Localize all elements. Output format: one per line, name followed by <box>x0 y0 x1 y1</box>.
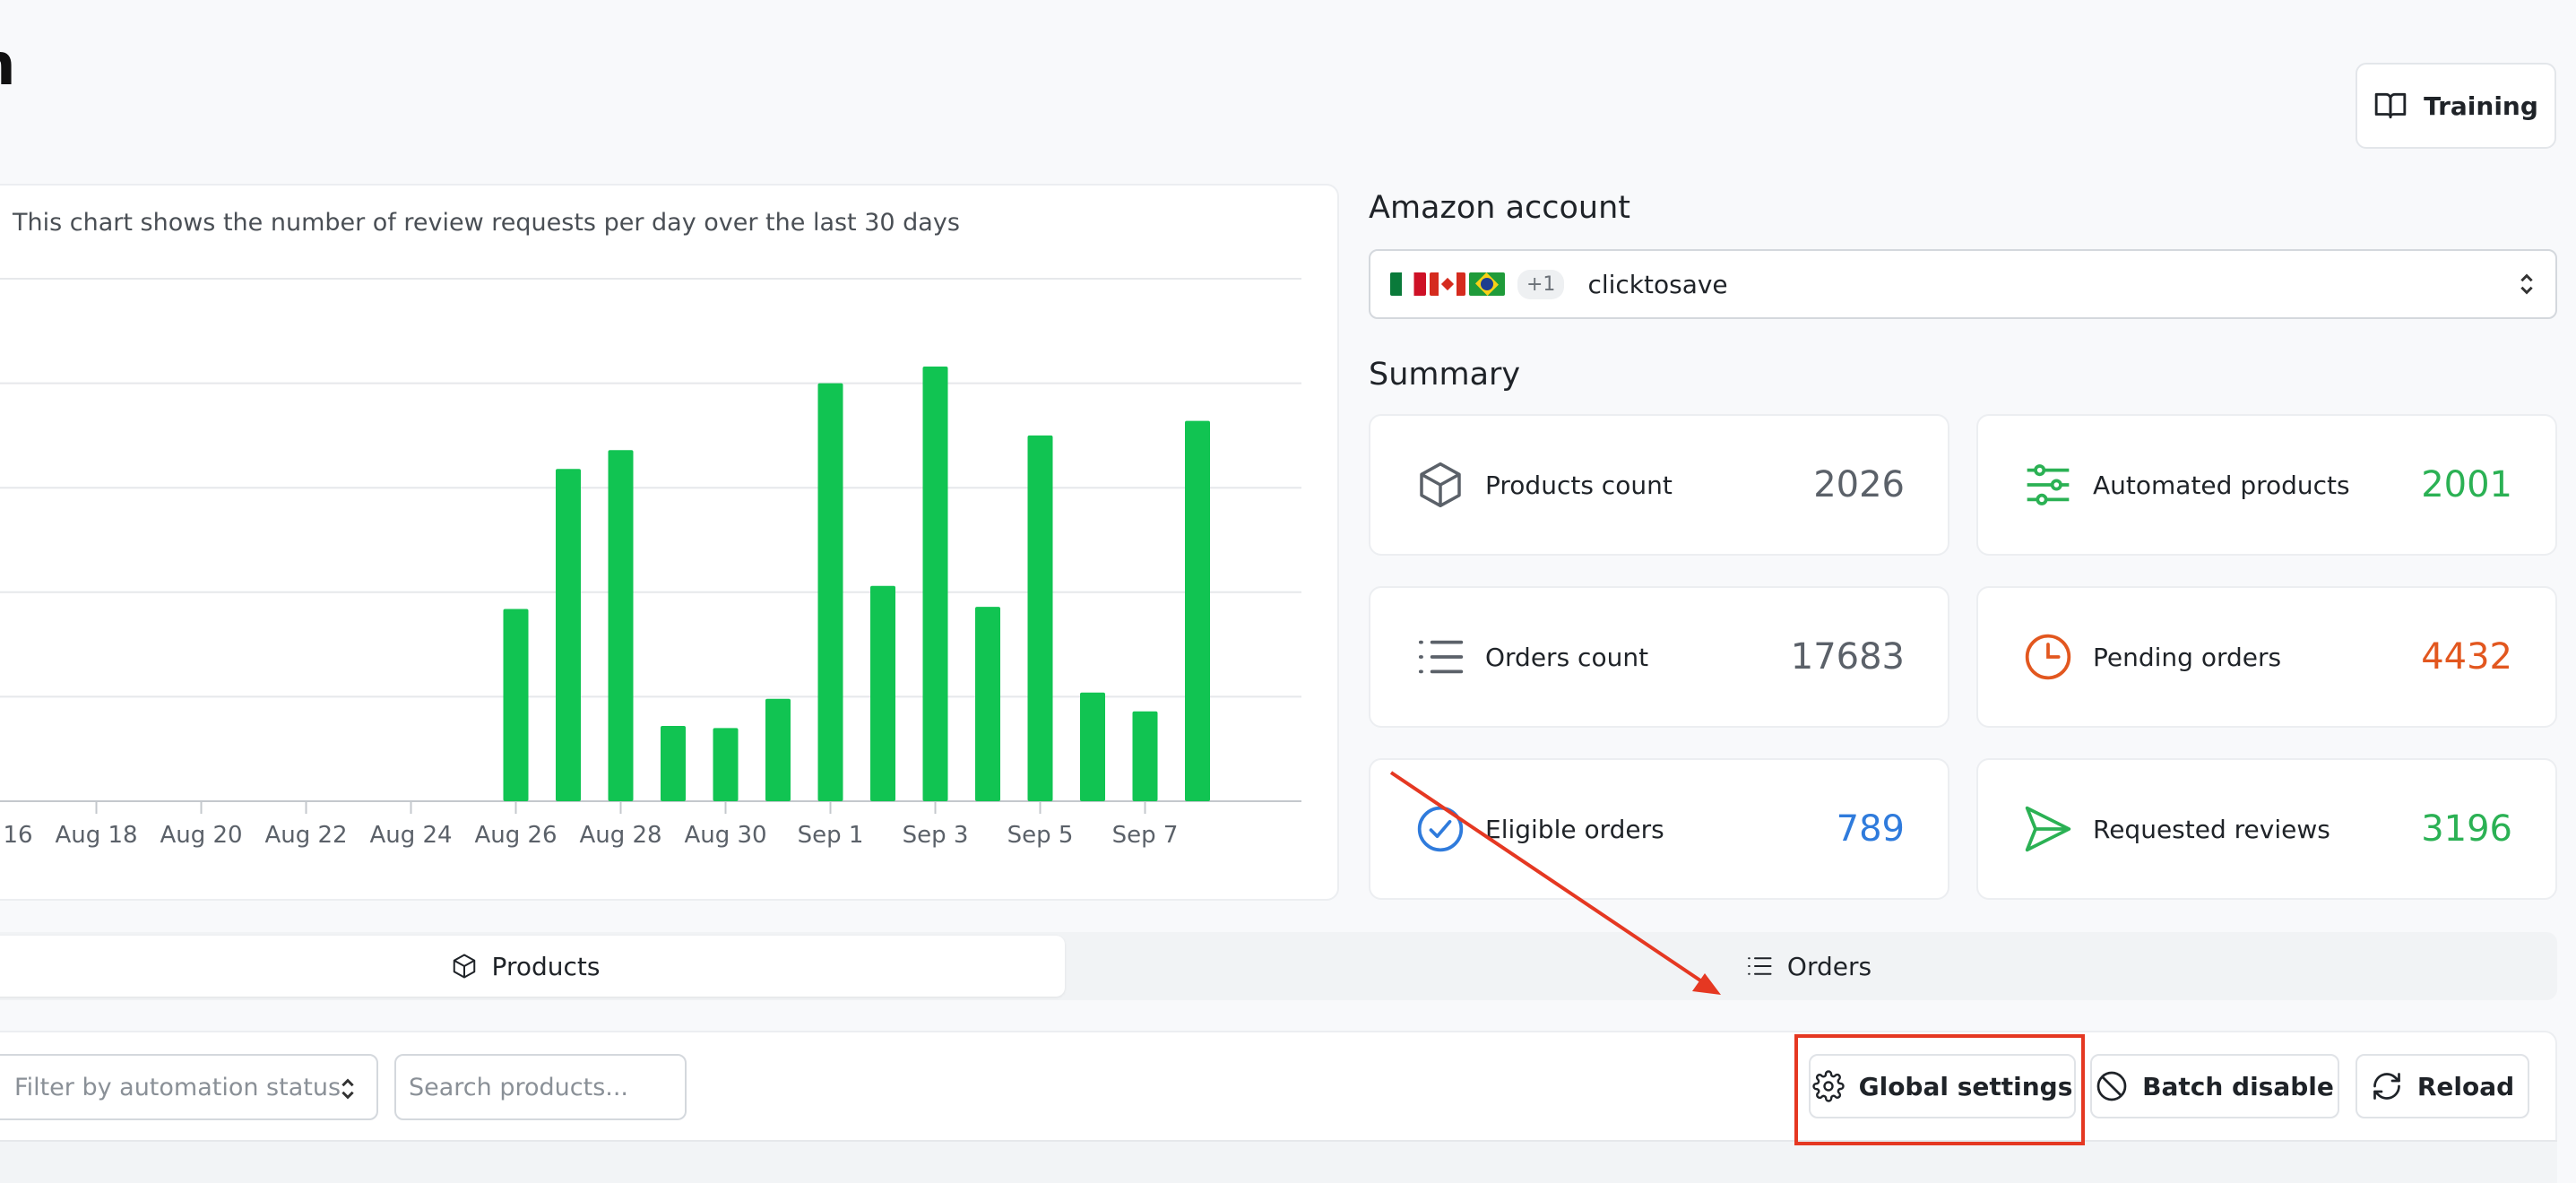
canada-flag-icon <box>1430 272 1465 296</box>
amazon-account-label: Amazon account <box>1369 190 1631 226</box>
eligible-orders-value: 789 <box>1836 808 1905 850</box>
products-table-header <box>0 1140 2557 1183</box>
chart-bar <box>1080 692 1105 801</box>
products-count-card: Products count 2026 <box>1369 414 1949 556</box>
chart-x-tick-label: Aug 24 <box>369 822 452 849</box>
list-icon <box>1748 957 1772 975</box>
reload-button[interactable]: Reload <box>2356 1054 2529 1118</box>
automated-products-card: Automated products 2001 <box>1976 414 2557 556</box>
products-count-value: 2026 <box>1813 464 1905 505</box>
automation-status-filter-placeholder: Filter by automation status <box>14 1073 341 1101</box>
chart-bar <box>661 726 686 801</box>
automated-products-value: 2001 <box>2421 464 2512 505</box>
view-tabs: Products Orders <box>0 932 2557 1000</box>
box-icon <box>1420 462 1461 508</box>
eligible-orders-label: Eligible orders <box>1485 814 1664 844</box>
requested-reviews-label: Requested reviews <box>2093 814 2330 844</box>
chart-x-tick-label: Sep 3 <box>903 822 969 849</box>
automated-products-label: Automated products <box>2093 470 2350 500</box>
chart-bar <box>870 585 895 801</box>
gear-icon <box>1811 1070 1845 1102</box>
chart-bar <box>1185 420 1210 801</box>
sliders-icon <box>2027 464 2070 505</box>
page-title: n <box>0 32 16 99</box>
chart-description: This chart shows the number of review re… <box>13 209 960 237</box>
tab-products[interactable]: Products <box>0 936 1065 997</box>
search-products-input[interactable] <box>394 1054 687 1120</box>
training-button[interactable]: Training <box>2356 63 2556 149</box>
orders-count-value: 17683 <box>1790 636 1905 678</box>
pending-orders-value: 4432 <box>2421 636 2512 678</box>
check-circle-icon <box>1417 806 1464 852</box>
global-settings-button[interactable]: Global settings <box>1809 1054 2076 1118</box>
extra-marketplaces-badge: +1 <box>1517 269 1565 299</box>
chart-bar <box>922 366 948 801</box>
chart-bar <box>1027 435 1053 801</box>
training-button-label: Training <box>2424 91 2538 121</box>
chart-x-tick-label: Aug 28 <box>579 822 661 849</box>
tab-orders[interactable]: Orders <box>1065 936 2553 997</box>
chart-bar <box>817 383 843 801</box>
chart-bar <box>503 609 529 801</box>
summary-label: Summary <box>1369 357 1521 393</box>
pending-orders-label: Pending orders <box>2093 642 2282 672</box>
account-name: clicktosave <box>1587 269 1728 299</box>
requested-reviews-value: 3196 <box>2421 808 2512 850</box>
chart-x-tick-label: Sep 7 <box>1112 822 1179 849</box>
eligible-orders-card: Eligible orders 789 <box>1369 758 1949 900</box>
orders-count-label: Orders count <box>1485 642 1649 672</box>
global-settings-label: Global settings <box>1858 1071 2073 1101</box>
refresh-icon <box>2373 1073 2400 1100</box>
chart-x-tick-label: Aug 20 <box>160 822 242 849</box>
clock-icon <box>2025 634 2071 680</box>
review-requests-chart-card: This chart shows the number of review re… <box>0 184 1339 901</box>
tab-products-label: Products <box>491 951 601 981</box>
batch-disable-label: Batch disable <box>2142 1071 2334 1101</box>
chart-bar <box>975 607 1000 801</box>
chart-x-tick-label: Sep 5 <box>1007 822 1074 849</box>
chevron-up-down-icon <box>341 1078 354 1100</box>
box-icon <box>453 954 475 979</box>
review-requests-bar-chart: Aug 16 Aug 18 Aug 20 Aug 22 Aug 24 Aug 26 Aug … <box>0 278 1301 849</box>
chart-x-tick-label: Aug 26 <box>474 822 557 849</box>
chart-x-tick-label: Aug 30 <box>684 822 766 849</box>
orders-count-card: Orders count 17683 <box>1369 586 1949 728</box>
chart-bar <box>556 469 581 801</box>
amazon-account-select[interactable]: +1 clicktosave <box>1369 249 2557 319</box>
chart-x-tick-label: Aug 18 <box>55 822 137 849</box>
book-open-icon <box>2374 92 2407 119</box>
chart-x-tick-label: Sep 1 <box>798 822 864 849</box>
send-icon <box>2025 806 2071 852</box>
chart-bar <box>765 698 791 801</box>
automation-status-filter[interactable]: Filter by automation status <box>0 1054 378 1120</box>
brazil-flag-icon <box>1469 272 1505 296</box>
requested-reviews-card: Requested reviews 3196 <box>1976 758 2557 900</box>
chart-x-tick-label: Aug 22 <box>264 822 347 849</box>
mexico-flag-icon <box>1390 272 1426 296</box>
chart-x-tick-label: Aug 16 <box>0 822 33 849</box>
chevron-up-down-icon <box>2520 273 2533 295</box>
chart-bar <box>713 728 739 801</box>
pending-orders-card: Pending orders 4432 <box>1976 586 2557 728</box>
reload-label: Reload <box>2416 1071 2515 1101</box>
list-icon <box>1418 640 1464 674</box>
batch-disable-button[interactable]: Batch disable <box>2090 1054 2339 1118</box>
products-count-label: Products count <box>1485 470 1673 500</box>
chart-bar <box>1132 711 1158 801</box>
ban-icon <box>2096 1071 2127 1101</box>
chart-bar <box>608 450 634 801</box>
tab-orders-label: Orders <box>1786 951 1872 981</box>
